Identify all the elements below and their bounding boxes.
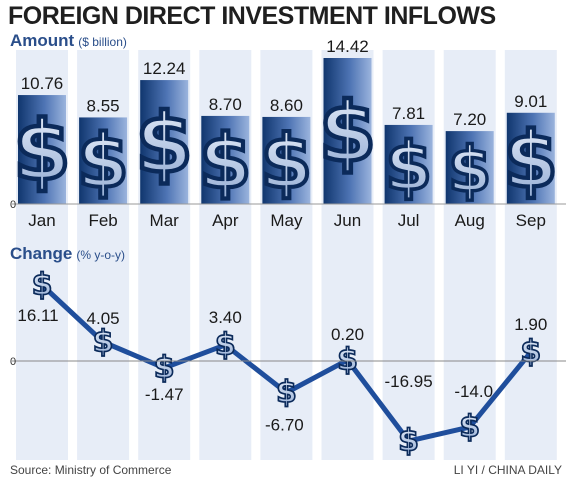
- bar-may: $: [259, 116, 314, 208]
- dollar-sign-icon: $: [276, 375, 297, 410]
- x-tick-label: Aug: [455, 211, 485, 230]
- line-point-apr: $: [214, 327, 237, 364]
- bar-value-label: 10.76: [21, 74, 64, 93]
- x-tick-label: Feb: [88, 211, 117, 230]
- source-note: Source: Ministry of Commerce: [10, 463, 172, 477]
- change-section-label: Change (% y-o-y): [10, 244, 125, 264]
- column-stripe: [504, 50, 557, 460]
- bar-rect: [79, 117, 128, 204]
- line-point-jun: $: [336, 342, 359, 379]
- x-tick-label: May: [270, 211, 303, 230]
- bar-rect: [140, 80, 189, 204]
- amount-label: Amount: [10, 31, 75, 50]
- line-point-jul: $: [397, 423, 420, 460]
- axes: 00: [10, 199, 566, 368]
- line-point-aug: $: [458, 409, 481, 446]
- bar-apr: $: [197, 115, 253, 208]
- dollar-sign-icon: $: [319, 86, 376, 181]
- dollar-sign-icon: $: [448, 133, 491, 206]
- bar-value-label: 7.81: [392, 104, 425, 123]
- credit-note: LI YI / CHINA DAILY: [453, 463, 562, 477]
- dollar-sign-icon: $: [13, 104, 70, 199]
- line-point-mar: $: [153, 350, 176, 387]
- bar-value-label: 8.60: [270, 96, 303, 115]
- dollar-sign-icon: $: [261, 119, 313, 205]
- bar-rect: [201, 115, 250, 204]
- line-point-jan: $: [31, 267, 54, 304]
- amount-unit: ($ billion): [78, 35, 127, 49]
- bar-jun: $: [317, 58, 378, 204]
- line-value-label: 1.90: [514, 315, 547, 334]
- bar-series: $ $ $ $ $ $ $ $ $: [11, 58, 560, 208]
- bar-jul: $: [383, 124, 434, 207]
- bar-value-label: 9.01: [514, 92, 547, 111]
- change-label: Change: [10, 244, 73, 263]
- bar-value-label: 14.42: [326, 37, 369, 56]
- line-y-tick-zero: 0: [10, 356, 16, 368]
- line-path: [39, 282, 534, 444]
- bar-value-label: 8.70: [209, 95, 242, 114]
- dollar-sign-icon: $: [385, 127, 432, 205]
- line-point-feb: $: [92, 324, 115, 361]
- x-tick-labels: Jan Feb Mar Apr May Jun Jul Aug Sep: [28, 211, 546, 230]
- dollar-sign-icon: $: [520, 335, 541, 370]
- dollar-sign-icon: $: [215, 327, 236, 362]
- dollar-sign-icon: $: [398, 424, 419, 459]
- line-value-label: -1.47: [145, 385, 184, 404]
- bar-sep: $: [502, 112, 560, 208]
- bar-rect: [384, 124, 433, 204]
- line-value-label: 16.11: [17, 306, 58, 325]
- column-stripe: [382, 50, 435, 460]
- x-tick-label: Mar: [150, 211, 180, 230]
- column-stripe: [443, 50, 496, 460]
- bar-rect: [18, 95, 66, 204]
- bar-jan: $: [11, 95, 73, 204]
- bar-value-labels: 10.76 8.55 12.24 8.70 8.60 14.42 7.81 7.20 9.01: [21, 37, 548, 129]
- dollar-sign-icon: $: [337, 343, 358, 378]
- bar-value-label: 12.24: [143, 59, 186, 78]
- dollar-sign-icon: $: [32, 268, 53, 303]
- bar-rect: [262, 116, 311, 204]
- dollar-sign-icon: $: [504, 115, 558, 205]
- line-value-label: -6.70: [265, 416, 304, 435]
- dollar-sign-icon: $: [459, 410, 480, 445]
- line-value-label: 3.40: [209, 308, 242, 327]
- bar-rect: [323, 58, 372, 204]
- line-series: $ $ $ $ $ $ $ $ $: [31, 267, 543, 460]
- line-point-may: $: [275, 374, 298, 411]
- bar-rect: [445, 131, 494, 204]
- x-tick-label: Jun: [334, 211, 361, 230]
- amount-section-label: Amount ($ billion): [10, 31, 127, 51]
- dollar-sign-icon: $: [136, 97, 193, 192]
- line-value-label: 0.20: [331, 325, 364, 344]
- dollar-sign-icon: $: [199, 118, 251, 205]
- line-value-label: -14.0: [454, 382, 493, 401]
- bar-y-tick-zero: 0: [10, 199, 16, 211]
- line-point-sep: $: [520, 334, 543, 371]
- x-tick-label: Jan: [28, 211, 55, 230]
- dollar-sign-icon: $: [154, 350, 175, 385]
- bar-aug: $: [445, 131, 494, 208]
- x-tick-label: Apr: [212, 211, 239, 230]
- x-tick-label: Jul: [398, 211, 420, 230]
- bar-value-label: 8.55: [87, 96, 120, 115]
- x-tick-label: Sep: [516, 211, 546, 230]
- line-value-label: 4.05: [87, 309, 120, 328]
- bar-mar: $: [133, 80, 195, 204]
- line-value-labels: 16.11 4.05 -1.47 3.40 -6.70 0.20 -16.95 -14.0 1.…: [17, 306, 547, 435]
- chart-title: FOREIGN DIRECT INVESTMENT INFLOWS: [8, 2, 496, 30]
- dollar-sign-icon: $: [77, 120, 128, 205]
- change-unit: (% y-o-y): [76, 248, 126, 262]
- line-value-label: -16.95: [384, 372, 432, 391]
- dollar-sign-icon: $: [93, 324, 114, 359]
- bar-value-label: 7.20: [453, 110, 486, 129]
- bar-rect: [506, 112, 555, 204]
- bar-feb: $: [75, 117, 131, 207]
